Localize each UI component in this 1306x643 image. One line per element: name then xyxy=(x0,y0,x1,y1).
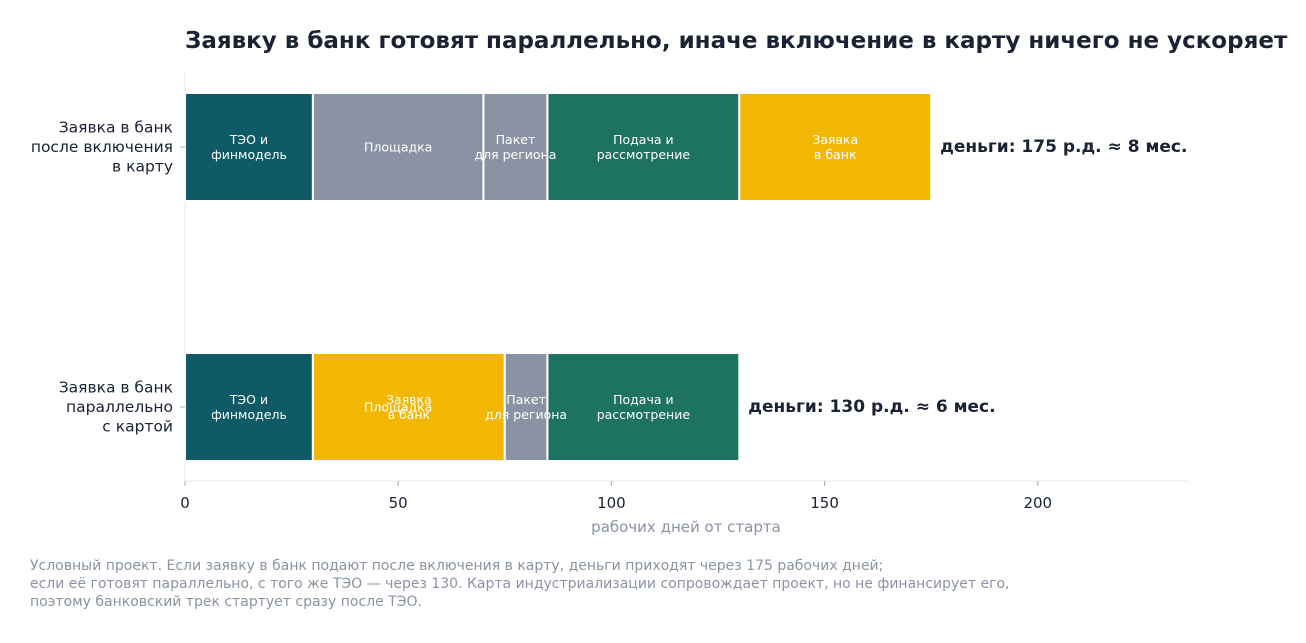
timeline-chart: Заявку в банк готовят параллельно, иначе… xyxy=(31,28,1288,536)
segment-label: Заявка в банк xyxy=(812,132,858,162)
bar-segment xyxy=(184,352,314,462)
segment-label: Подача и рассмотрение xyxy=(597,132,691,162)
segment-label: Пакет для региона xyxy=(474,132,556,162)
bar-segment xyxy=(546,352,741,462)
bar-segment xyxy=(546,92,741,202)
x-tick-label: 200 xyxy=(1023,494,1052,512)
x-tick-label: 0 xyxy=(180,494,190,512)
x-tick-label: 100 xyxy=(597,494,626,512)
segment-label: Подача и рассмотрение xyxy=(597,392,691,422)
x-tick-label: 150 xyxy=(810,494,839,512)
bar-segment xyxy=(311,352,506,462)
plot-area: 0 50 100 150 200 ТЭО и финмодель Площадка Пакет д… xyxy=(31,72,1187,512)
segment-label: ТЭО и финмодель xyxy=(211,132,287,162)
y-category-label: Заявка в банк параллельно с картой xyxy=(59,379,173,436)
y-category-label: Заявка в банк после включения в карту xyxy=(31,119,173,176)
bar-segment xyxy=(482,92,549,202)
footnote-line: поэтому банковский трек стартует сразу п… xyxy=(30,594,422,610)
bar-segment xyxy=(311,92,485,202)
total-label: деньги: 130 р.д. ≈ 6 мес. xyxy=(748,397,995,417)
footnote-line: Условный проект. Если заявку в банк пода… xyxy=(30,558,884,574)
footnote: Условный проект. Если заявку в банк пода… xyxy=(30,557,1230,611)
segment-label: Площадка xyxy=(364,400,432,415)
x-tick-label: 50 xyxy=(389,494,408,512)
total-label: деньги: 175 р.д. ≈ 8 мес. xyxy=(940,137,1187,157)
footnote-line: если её готовят параллельно, с того же Т… xyxy=(30,576,1010,592)
segment-label: Площадка xyxy=(364,140,432,155)
segment-label: Пакет для региона xyxy=(485,392,567,422)
chart-title: Заявку в банк готовят параллельно, иначе… xyxy=(185,28,1288,54)
segment-label: Заявка в банк xyxy=(386,392,432,422)
segment-label: ТЭО и финмодель xyxy=(211,392,287,422)
x-axis-label: рабочих дней от старта xyxy=(591,518,781,536)
bar-segment xyxy=(738,92,933,202)
